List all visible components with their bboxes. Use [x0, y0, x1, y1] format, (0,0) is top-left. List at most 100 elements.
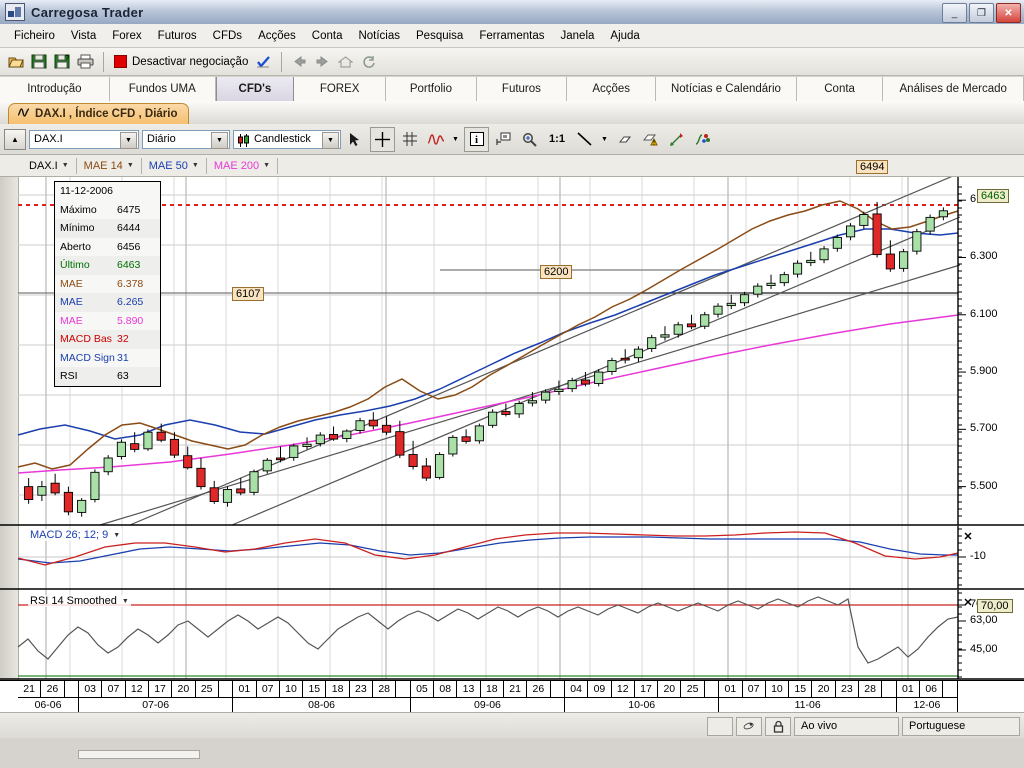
data-panel-value-4: 6.378	[117, 277, 144, 290]
save-disk-icon[interactable]	[28, 51, 50, 73]
date-day-cell: 25	[196, 681, 219, 697]
chevron-down-icon[interactable]: ▼	[120, 131, 137, 149]
menu-item-vista[interactable]: Vista	[70, 29, 97, 42]
arrow-right-icon[interactable]	[311, 51, 333, 73]
data-panel-row-3: Último 6463	[55, 256, 160, 275]
menu-item-aces[interactable]: Acções	[258, 29, 296, 42]
rsi-panel-title[interactable]: RSI 14 Smoothed ▼	[28, 595, 131, 607]
restore-button[interactable]: ❐	[969, 3, 994, 23]
menu-item-ajuda[interactable]: Ajuda	[610, 29, 640, 42]
symbol-select[interactable]: DAX.I ▼	[29, 129, 139, 149]
data-panel-row-7: MACD Bas 32	[55, 330, 160, 349]
printer-icon[interactable]	[74, 51, 96, 73]
data-panel-value-6: 5.890	[117, 314, 144, 327]
tab-aces[interactable]: Acções	[567, 77, 657, 101]
chevron-down-icon-macd[interactable]: ▼	[113, 531, 121, 539]
chart-canvas-area[interactable]: MACD 26; 12; 9 ▼ RSI 14 Smoothed ▼ ✕ ✕	[0, 177, 1024, 712]
menu-item-janela[interactable]: Janela	[560, 29, 595, 42]
menu-item-ficheiro[interactable]: Ficheiro	[14, 29, 55, 42]
data-panel-value-1: 6444	[117, 222, 141, 235]
arrow-left-icon[interactable]	[288, 51, 310, 73]
rsi-close-icon[interactable]: ✕	[963, 596, 973, 609]
date-day-cell: 09	[588, 681, 612, 697]
open-folder-icon[interactable]	[5, 51, 27, 73]
chevron-down-icon-5[interactable]: ▼	[601, 135, 608, 143]
measure-arrow-icon[interactable]	[665, 128, 688, 151]
menu-item-notcias[interactable]: Notícias	[358, 29, 401, 42]
data-panel-value-0: 6475	[117, 203, 141, 216]
triangle-up-icon[interactable]: ▲	[4, 128, 26, 150]
tab-forex[interactable]: FOREX	[294, 77, 387, 101]
padlock-icon[interactable]	[765, 716, 791, 736]
chevron-down-icon-chip-2[interactable]: ▼	[191, 162, 199, 169]
menu-bar: Ficheiro Vista Forex Futuros CFDs Acções Conta…	[0, 24, 1024, 48]
document-tab-row: DAX.I , Índice CFD , Diário	[0, 101, 1024, 125]
annotation-6494[interactable]: 6494	[856, 160, 889, 174]
menu-item-futuros[interactable]: Futuros	[157, 29, 197, 42]
macd-close-icon[interactable]: ✕	[963, 530, 973, 543]
refresh-icon[interactable]	[357, 51, 379, 73]
indicator-chip-2[interactable]: MAE 50 ▼	[142, 157, 207, 174]
chevron-down-icon-3[interactable]: ▼	[322, 131, 339, 149]
chevron-down-icon-rsi[interactable]: ▼	[121, 597, 129, 605]
data-panel-value-9: 63	[117, 370, 129, 383]
date-day-cell: 07	[102, 681, 126, 697]
tab-notciasecalendrio[interactable]: Notícias e Calendário	[656, 77, 797, 101]
trendline-icon[interactable]	[573, 128, 596, 151]
indicator-wave-icon[interactable]	[424, 128, 447, 151]
close-button[interactable]: ✕	[996, 3, 1021, 23]
interval-select[interactable]: Diário ▼	[142, 129, 230, 149]
compare-icon[interactable]	[691, 128, 714, 151]
document-tab-dax[interactable]: DAX.I , Índice CFD , Diário	[8, 103, 189, 124]
ratio-1-1-button[interactable]: 1:1	[549, 133, 565, 145]
tab-portfolio[interactable]: Portfolio	[386, 77, 477, 101]
tab-fundosuma[interactable]: Fundos UMA	[109, 77, 216, 101]
menu-item-pesquisa[interactable]: Pesquisa	[416, 29, 464, 42]
menu-item-cfds[interactable]: CFDs	[212, 29, 243, 42]
menu-item-conta[interactable]: Conta	[311, 29, 343, 42]
home-icon[interactable]	[334, 51, 356, 73]
chevron-down-icon-chip-1[interactable]: ▼	[126, 162, 134, 169]
macd-panel-title[interactable]: MACD 26; 12; 9 ▼	[28, 529, 123, 541]
macd-signal-line	[17, 536, 958, 564]
toolbar-divider-2	[281, 51, 283, 72]
magnifier-icon[interactable]	[518, 128, 541, 151]
alert-pencil-icon[interactable]: !	[639, 128, 662, 151]
date-day-cell: 17	[149, 681, 173, 697]
data-panel-value-2: 6456	[117, 240, 141, 253]
chevron-down-icon-4[interactable]: ▼	[452, 135, 459, 143]
menu-item-forex[interactable]: Forex	[112, 29, 142, 42]
candlestick-icon	[237, 133, 251, 150]
tab-conta[interactable]: Conta	[796, 77, 884, 101]
minimize-button[interactable]: _	[942, 3, 967, 23]
eraser-icon[interactable]	[613, 128, 636, 151]
date-gap-cell	[65, 681, 80, 697]
annotation-6107[interactable]: 6107	[232, 287, 265, 301]
indicator-chip-0[interactable]: DAX.I ▼	[22, 157, 77, 174]
add-note-icon[interactable]	[492, 128, 515, 151]
chevron-down-icon-2[interactable]: ▼	[211, 131, 228, 149]
chevron-down-icon-chip-3[interactable]: ▼	[263, 162, 271, 169]
info-box-icon[interactable]: i	[464, 126, 489, 152]
blue-check-icon[interactable]	[252, 51, 274, 73]
indicator-chip-label-0: DAX.I	[29, 159, 58, 172]
indicator-chip-3[interactable]: MAE 200 ▼	[207, 157, 279, 174]
satellite-icon[interactable]	[736, 716, 762, 736]
crosshair-icon[interactable]	[370, 126, 395, 152]
disable-trading-button[interactable]: Desactivar negociação	[110, 55, 252, 68]
tab-introduo[interactable]: Introdução	[0, 77, 110, 101]
menu-item-ferramentas[interactable]: Ferramentas	[479, 29, 545, 42]
grid-icon[interactable]	[398, 128, 421, 151]
date-day-cell: 26	[527, 681, 551, 697]
tab-futuros[interactable]: Futuros	[476, 77, 568, 101]
chevron-down-icon-chip-0[interactable]: ▼	[61, 162, 69, 169]
save-as-disk-icon[interactable]: ?	[51, 51, 73, 73]
indicator-chip-1[interactable]: MAE 14 ▼	[77, 157, 142, 174]
tab-cfds[interactable]: CFD's	[215, 77, 295, 101]
ohlc-data-panel: 11-12-2006 Máximo 6475 Mínimo 6444 Aberto 645…	[54, 181, 161, 387]
annotation-6200[interactable]: 6200	[540, 265, 573, 279]
cursor-arrow-icon[interactable]	[344, 128, 367, 151]
charttype-select[interactable]: Candlestick ▼	[233, 129, 341, 150]
stop-square-icon	[114, 55, 127, 68]
tab-anlisesdemercado[interactable]: Análises de Mercado	[883, 77, 1024, 101]
